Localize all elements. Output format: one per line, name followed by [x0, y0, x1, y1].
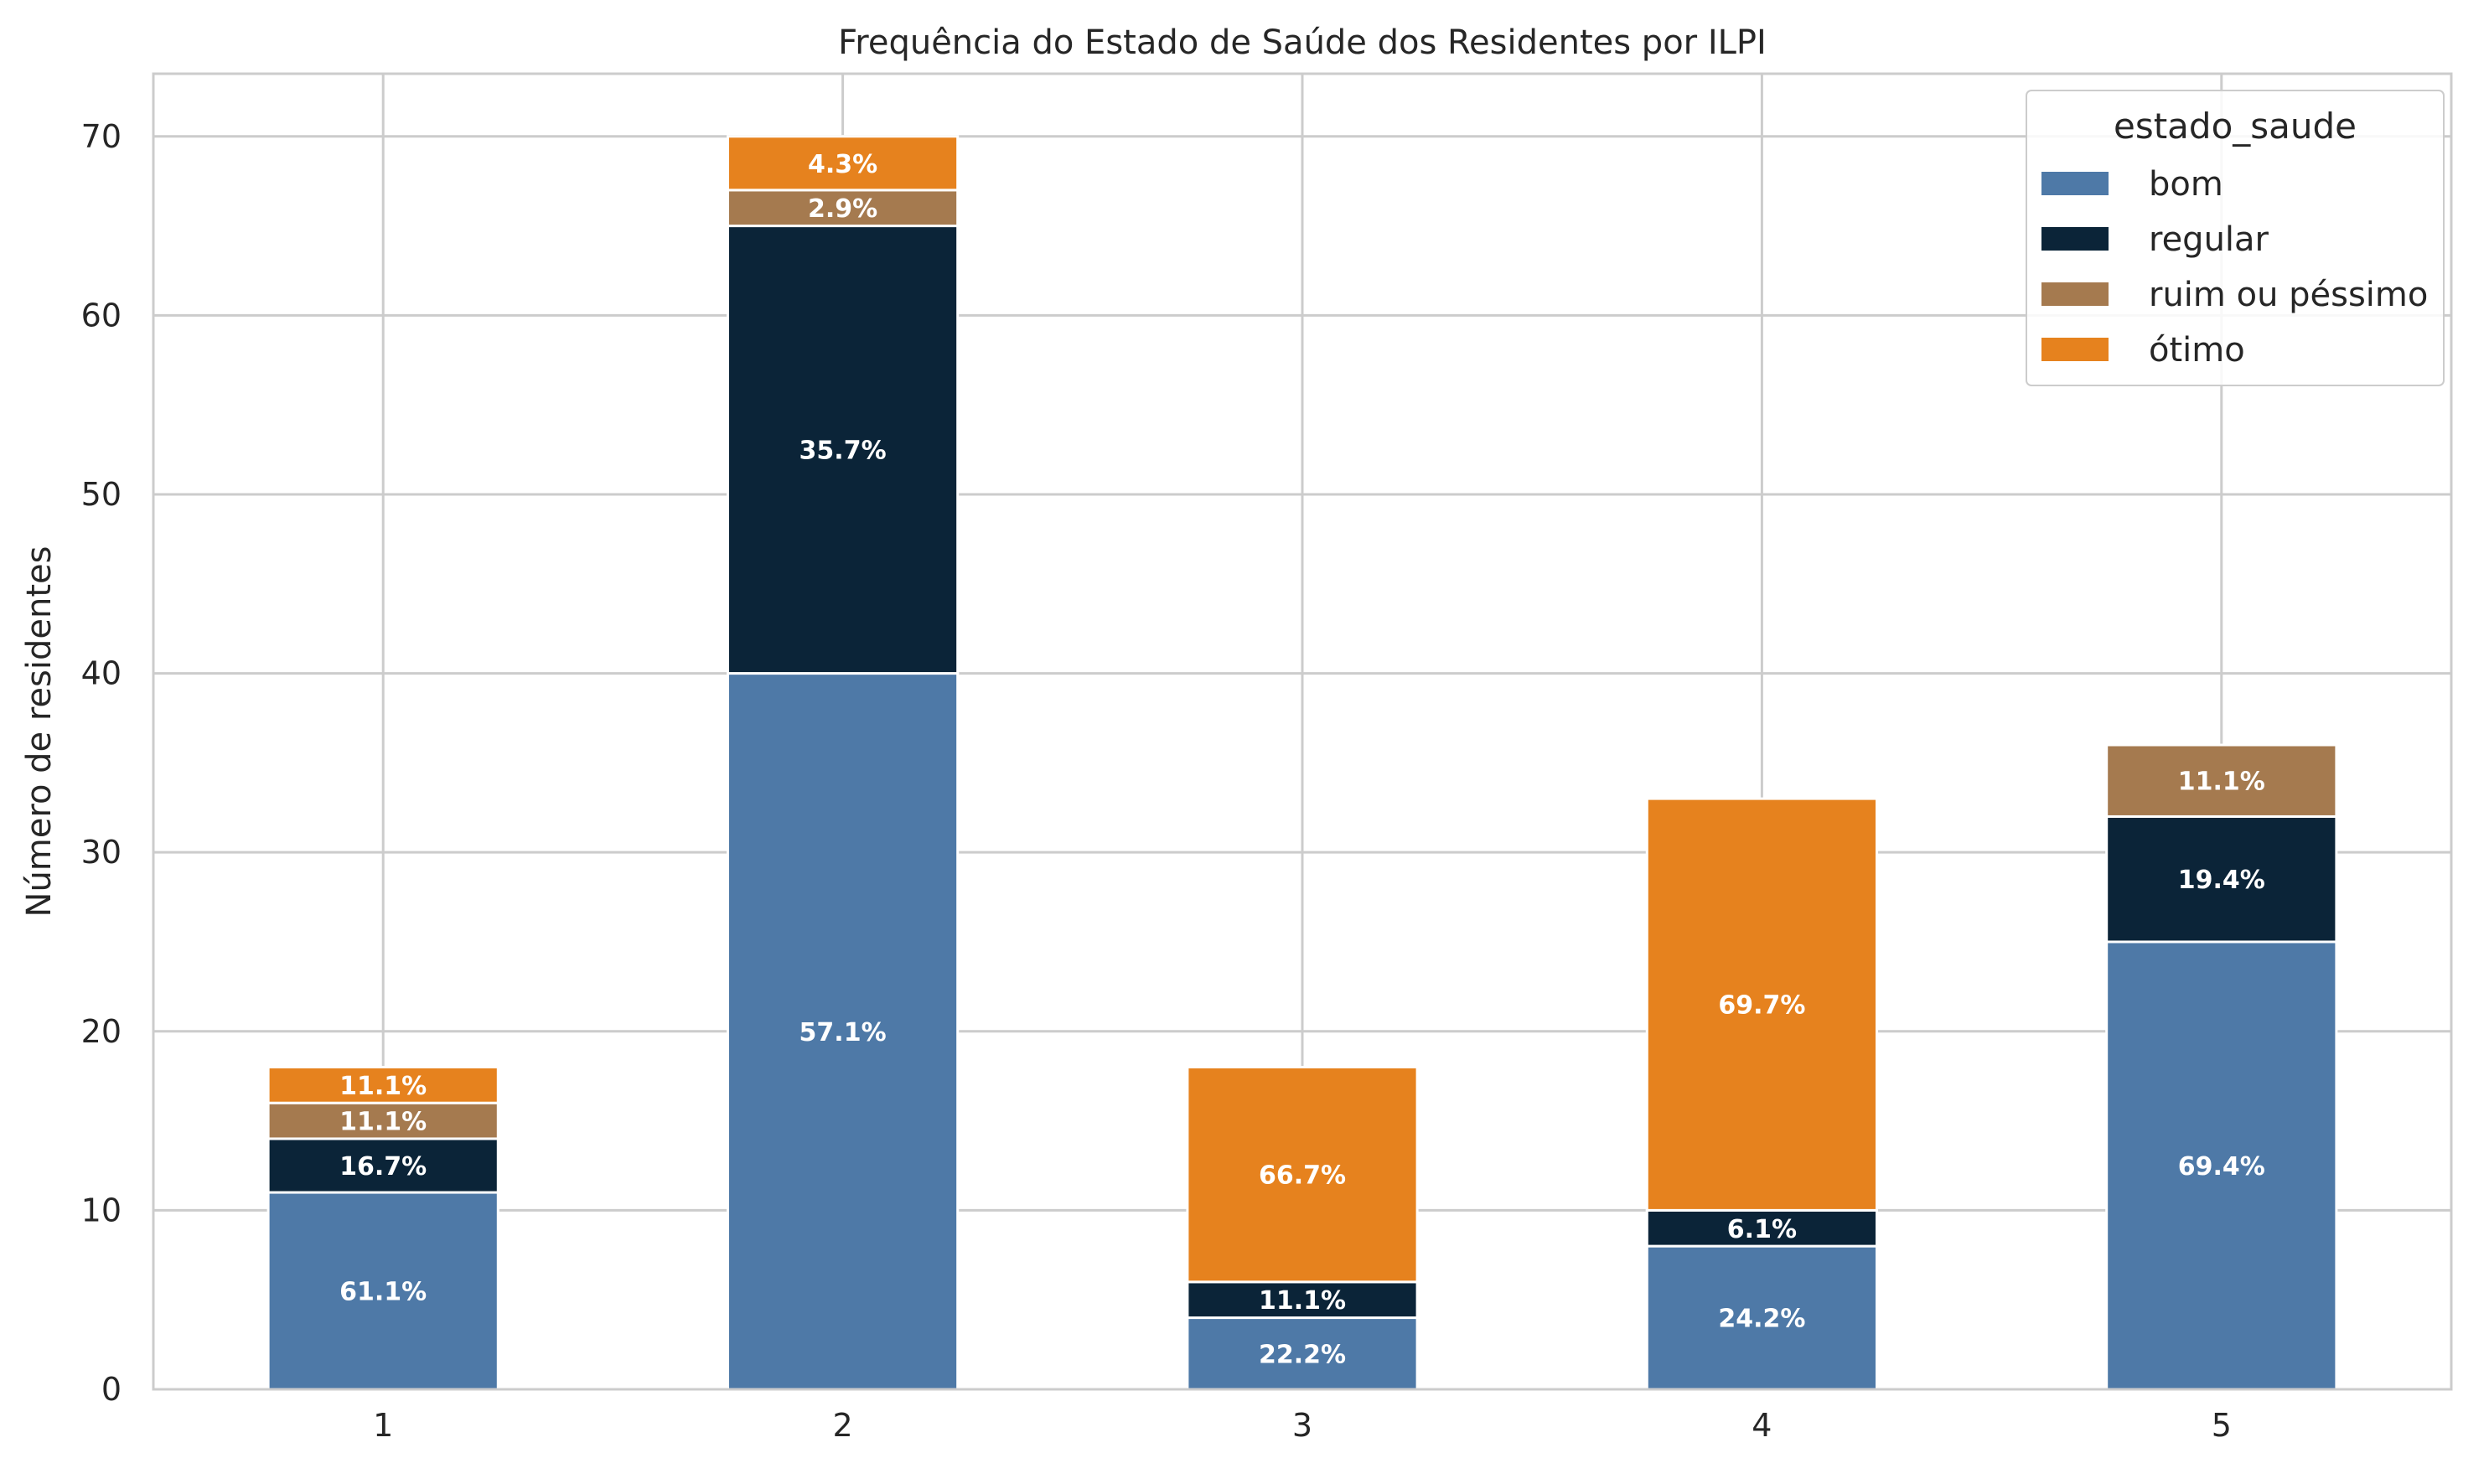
y-axis-ticks: 0 10 20 30 40 50 60 70	[81, 118, 122, 1408]
legend-swatch	[2041, 227, 2109, 251]
bars	[266, 135, 2338, 1391]
bar-segment-label: 35.7%	[799, 437, 887, 466]
bar-segment	[727, 672, 960, 1391]
bar-segment	[266, 1137, 499, 1194]
bar-segment	[2105, 743, 2338, 818]
y-axis-label: Número de residentes	[20, 546, 59, 918]
legend-label: regular	[2149, 220, 2269, 259]
y-tick-label: 40	[81, 655, 122, 692]
legend-label: bom	[2149, 165, 2223, 204]
bar-segment	[1645, 1244, 1879, 1391]
bar-segment-label: 4.3%	[808, 150, 877, 179]
y-tick-label: 60	[81, 297, 122, 334]
bar-segment	[727, 135, 960, 192]
y-tick-label: 50	[81, 476, 122, 513]
bar-segment	[727, 225, 960, 675]
segment-labels: 61.1% 16.7% 11.1% 11.1% 57.1% 35.7% 2.9% 4.3% 22…	[339, 150, 2265, 1369]
y-tick-label: 20	[81, 1013, 122, 1050]
x-tick-label: 2	[833, 1407, 853, 1444]
x-tick-label: 1	[373, 1407, 393, 1444]
bar-segment-label: 24.2%	[1718, 1305, 1805, 1334]
plot-frame	[152, 72, 2453, 1391]
bar-segment-label: 11.1%	[2178, 768, 2265, 797]
bar-segment-label: 16.7%	[339, 1152, 427, 1182]
bar-segment-label: 69.7%	[1718, 991, 1805, 1021]
bar-segment-label: 11.1%	[339, 1072, 427, 1101]
legend-title: estado_saude	[2114, 106, 2357, 147]
y-tick-label: 10	[81, 1192, 122, 1228]
legend-swatch	[2041, 282, 2109, 306]
bar-segment	[2105, 940, 2338, 1391]
x-tick-label: 3	[1292, 1407, 1312, 1444]
x-tick-label: 4	[1752, 1407, 1772, 1444]
legend-label: ruim ou péssimo	[2149, 276, 2428, 314]
bar-segment-label: 11.1%	[1259, 1286, 1346, 1316]
x-axis-ticks: 1 2 3 4 5	[373, 1407, 2232, 1444]
y-tick-label: 70	[81, 118, 122, 155]
legend-swatch	[2041, 172, 2109, 195]
chart-title: Frequência do Estado de Saúde dos Reside…	[838, 23, 1767, 62]
bar-segment-label: 11.1%	[339, 1108, 427, 1137]
bar-segment-label: 57.1%	[799, 1018, 887, 1047]
bar-segment	[1645, 797, 1879, 1212]
bar-segment-label: 6.1%	[1727, 1215, 1797, 1244]
bar-segment-label: 61.1%	[339, 1278, 427, 1307]
y-tick-label: 30	[81, 834, 122, 871]
bar-segment	[727, 189, 960, 228]
x-tick-label: 5	[2212, 1407, 2232, 1444]
bar-segment-label: 66.7%	[1259, 1161, 1346, 1191]
legend-box	[2026, 90, 2445, 386]
bar-segment	[1186, 1316, 1419, 1391]
legend: estado_saude bom regular ruim ou péssimo ót…	[2026, 90, 2445, 386]
bar-segment-label: 69.4%	[2178, 1152, 2265, 1182]
bar-segment	[266, 1191, 499, 1391]
bar-segment	[266, 1101, 499, 1140]
legend-label: ótimo	[2149, 331, 2245, 370]
y-tick-label: 0	[101, 1371, 122, 1408]
bar-segment	[2105, 814, 2338, 944]
bar-segment	[1186, 1066, 1419, 1284]
bar-segment-label: 19.4%	[2178, 866, 2265, 895]
legend-swatch	[2041, 338, 2109, 361]
bar-segment-label: 2.9%	[808, 194, 877, 224]
bar-segment	[266, 1066, 499, 1104]
bar-segment	[1186, 1280, 1419, 1320]
bar-segment-label: 22.2%	[1259, 1340, 1346, 1369]
